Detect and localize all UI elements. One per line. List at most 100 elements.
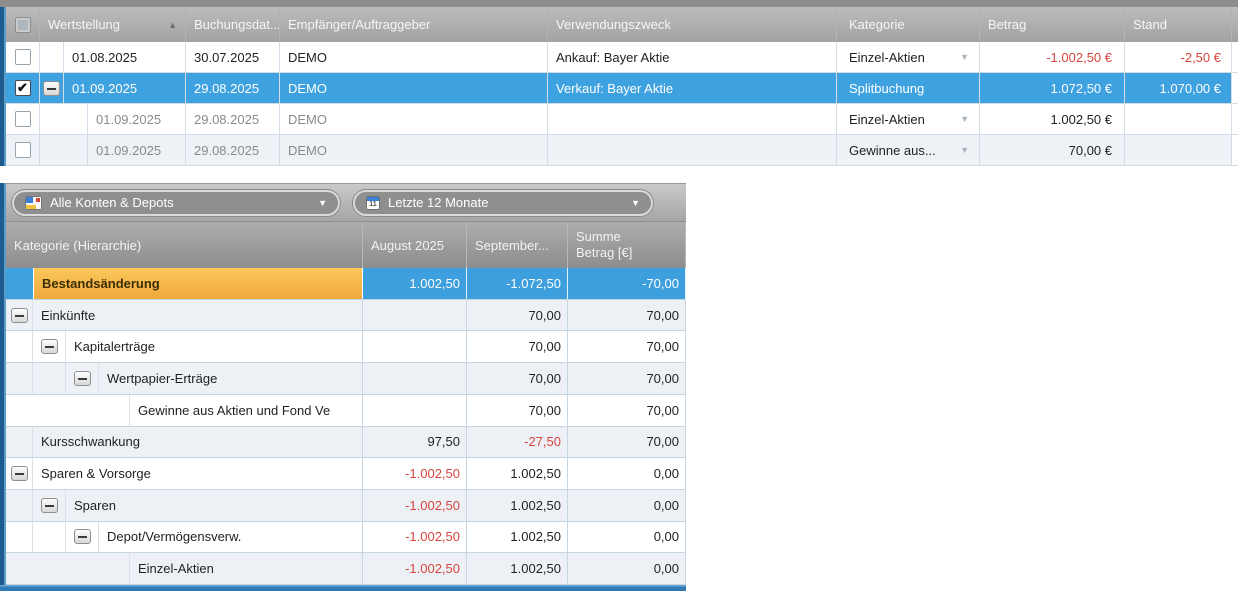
summe-line2: Betrag [€] bbox=[576, 245, 632, 261]
value-september: 70,00 bbox=[467, 300, 568, 331]
accounts-filter-dropdown[interactable]: Alle Konten & Depots ▼ bbox=[12, 190, 340, 216]
stand-cell bbox=[1125, 135, 1232, 165]
indent bbox=[40, 42, 64, 72]
sort-ascending-icon: ▲ bbox=[168, 20, 177, 30]
report-filter-toolbar: Alle Konten & Depots ▼ Letzte 12 Monate … bbox=[6, 183, 686, 222]
row-checkbox[interactable] bbox=[15, 142, 31, 158]
category-dropdown-icon[interactable]: ▼ bbox=[960, 145, 969, 155]
buchungsdatum-cell: 30.07.2025 bbox=[186, 42, 280, 72]
column-header-kategorie-hierarchie[interactable]: Kategorie (Hierarchie) bbox=[6, 222, 363, 268]
report-row[interactable]: Depot/Vermögensverw. -1.002,50 1.002,50 … bbox=[6, 522, 686, 554]
category-label: Bestandsänderung bbox=[34, 268, 362, 299]
panel-bottom-border bbox=[0, 585, 686, 591]
collapse-minus-icon[interactable] bbox=[43, 81, 60, 96]
transaction-row-selected[interactable]: 01.09.2025 29.08.2025 DEMO Verkauf: Baye… bbox=[6, 73, 1238, 104]
transaction-subrow[interactable]: 01.09.2025 29.08.2025 DEMO Einzel-Aktien… bbox=[6, 104, 1238, 135]
value-august: -1.002,50 bbox=[363, 490, 467, 521]
value-august: -1.002,50 bbox=[363, 458, 467, 489]
collapse-minus-icon[interactable] bbox=[41, 339, 58, 354]
category-label: Kursschwankung bbox=[33, 427, 362, 458]
kategorie-cell: Einzel-Aktien▼ bbox=[837, 42, 980, 72]
column-header-summe[interactable]: Summe Betrag [€] bbox=[568, 222, 686, 268]
kategorie-cell: Gewinne aus...▼ bbox=[837, 135, 980, 165]
report-row[interactable]: Sparen -1.002,50 1.002,50 0,00 bbox=[6, 490, 686, 522]
label-area: Gewinne aus Aktien und Fond Ve bbox=[6, 395, 363, 426]
value-september: 1.002,50 bbox=[467, 490, 568, 521]
column-header-buchungsdatum[interactable]: Buchungsdat... bbox=[186, 7, 280, 42]
category-label: Sparen bbox=[66, 490, 362, 521]
column-header-wertstellung[interactable]: Wertstellung ▲ bbox=[40, 7, 186, 42]
buchungsdatum-cell: 29.08.2025 bbox=[186, 135, 280, 165]
label-area: Kursschwankung bbox=[6, 427, 363, 458]
collapse-minus-icon[interactable] bbox=[74, 529, 91, 544]
column-header-empfaenger[interactable]: Empfänger/Auftraggeber bbox=[280, 7, 548, 42]
label-area: Depot/Vermögensverw. bbox=[6, 522, 363, 553]
report-row[interactable]: Sparen & Vorsorge -1.002,50 1.002,50 0,0… bbox=[6, 458, 686, 490]
indent bbox=[6, 363, 33, 394]
expander-cell bbox=[6, 300, 33, 331]
indent bbox=[6, 522, 33, 553]
label-area: Sparen & Vorsorge bbox=[6, 458, 363, 489]
period-filter-dropdown[interactable]: Letzte 12 Monate ▼ bbox=[353, 190, 653, 216]
collapse-minus-icon[interactable] bbox=[41, 498, 58, 513]
row-checkbox[interactable] bbox=[15, 111, 31, 127]
value-august bbox=[363, 363, 467, 394]
label-area: Wertpapier-Erträge bbox=[6, 363, 363, 394]
betrag-cell: 70,00 € bbox=[980, 135, 1125, 165]
report-row[interactable]: Wertpapier-Erträge 70,00 70,00 bbox=[6, 363, 686, 395]
select-all-checkbox[interactable] bbox=[15, 17, 31, 33]
transaction-subrow[interactable]: 01.09.2025 29.08.2025 DEMO Gewinne aus..… bbox=[6, 135, 1238, 166]
report-row[interactable]: Gewinne aus Aktien und Fond Ve 70,00 70,… bbox=[6, 395, 686, 427]
report-row[interactable]: Kapitalerträge 70,00 70,00 bbox=[6, 331, 686, 363]
expander-cell bbox=[66, 363, 99, 394]
checkbox-cell bbox=[6, 42, 40, 72]
wertstellung-cell: 01.09.2025 bbox=[40, 135, 186, 165]
value-summe: 70,00 bbox=[568, 395, 686, 426]
transactions-header-row: Wertstellung ▲ Buchungsdat... Empfänger/… bbox=[6, 7, 1238, 42]
verwendungszweck-cell: Ankauf: Bayer Aktie bbox=[548, 42, 837, 72]
report-row[interactable]: Einkünfte 70,00 70,00 bbox=[6, 300, 686, 332]
column-header-stand[interactable]: Stand bbox=[1125, 7, 1232, 42]
value-september: 70,00 bbox=[467, 331, 568, 362]
empfaenger-cell: DEMO bbox=[280, 42, 548, 72]
wertstellung-cell: 01.09.2025 bbox=[40, 73, 186, 103]
panel-left-border bbox=[0, 7, 6, 166]
verwendungszweck-cell: Verkauf: Bayer Aktie bbox=[548, 73, 837, 103]
indent bbox=[40, 135, 88, 165]
chevron-down-icon: ▼ bbox=[631, 198, 640, 208]
value-summe: 70,00 bbox=[568, 427, 686, 458]
report-row-bestandsaenderung[interactable]: Bestandsänderung 1.002,50 -1.072,50 -70,… bbox=[6, 268, 686, 300]
column-header-betrag[interactable]: Betrag bbox=[980, 7, 1125, 42]
column-header-verwendungszweck[interactable]: Verwendungszweck bbox=[548, 7, 837, 42]
betrag-cell: -1.002,50 € bbox=[980, 42, 1125, 72]
report-row[interactable]: Kursschwankung 97,50 -27,50 70,00 bbox=[6, 427, 686, 459]
collapse-minus-icon[interactable] bbox=[11, 466, 28, 481]
category-dropdown-icon[interactable]: ▼ bbox=[960, 52, 969, 62]
stand-cell bbox=[1125, 104, 1232, 134]
buchungsdatum-cell: 29.08.2025 bbox=[186, 104, 280, 134]
category-label: Einzel-Aktien bbox=[130, 553, 362, 584]
wertstellung-value: 01.08.2025 bbox=[64, 50, 137, 65]
label-area: Einkünfte bbox=[6, 300, 363, 331]
column-header-august[interactable]: August 2025 bbox=[363, 222, 467, 268]
kategorie-cell: Splitbuchung bbox=[837, 73, 980, 103]
value-september: -27,50 bbox=[467, 427, 568, 458]
collapse-minus-icon[interactable] bbox=[11, 308, 28, 323]
empfaenger-cell: DEMO bbox=[280, 73, 548, 103]
expander-cell bbox=[40, 73, 64, 103]
indent bbox=[6, 331, 33, 362]
row-checkbox-checked[interactable] bbox=[15, 80, 31, 96]
category-dropdown-icon[interactable]: ▼ bbox=[960, 114, 969, 124]
column-header-september[interactable]: September... bbox=[467, 222, 568, 268]
summe-line1: Summe bbox=[576, 229, 621, 245]
report-row[interactable]: Einzel-Aktien -1.002,50 1.002,50 0,00 bbox=[6, 553, 686, 585]
value-summe: 70,00 bbox=[568, 331, 686, 362]
column-header-kategorie[interactable]: Kategorie bbox=[837, 7, 980, 42]
collapse-minus-icon[interactable] bbox=[74, 371, 91, 386]
transaction-row[interactable]: 01.08.2025 30.07.2025 DEMO Ankauf: Bayer… bbox=[6, 42, 1238, 73]
row-checkbox[interactable] bbox=[15, 49, 31, 65]
empfaenger-cell: DEMO bbox=[280, 135, 548, 165]
accounts-filter-label: Alle Konten & Depots bbox=[50, 195, 174, 210]
report-rows: Bestandsänderung 1.002,50 -1.072,50 -70,… bbox=[6, 268, 686, 585]
label-area: Bestandsänderung bbox=[6, 268, 363, 299]
